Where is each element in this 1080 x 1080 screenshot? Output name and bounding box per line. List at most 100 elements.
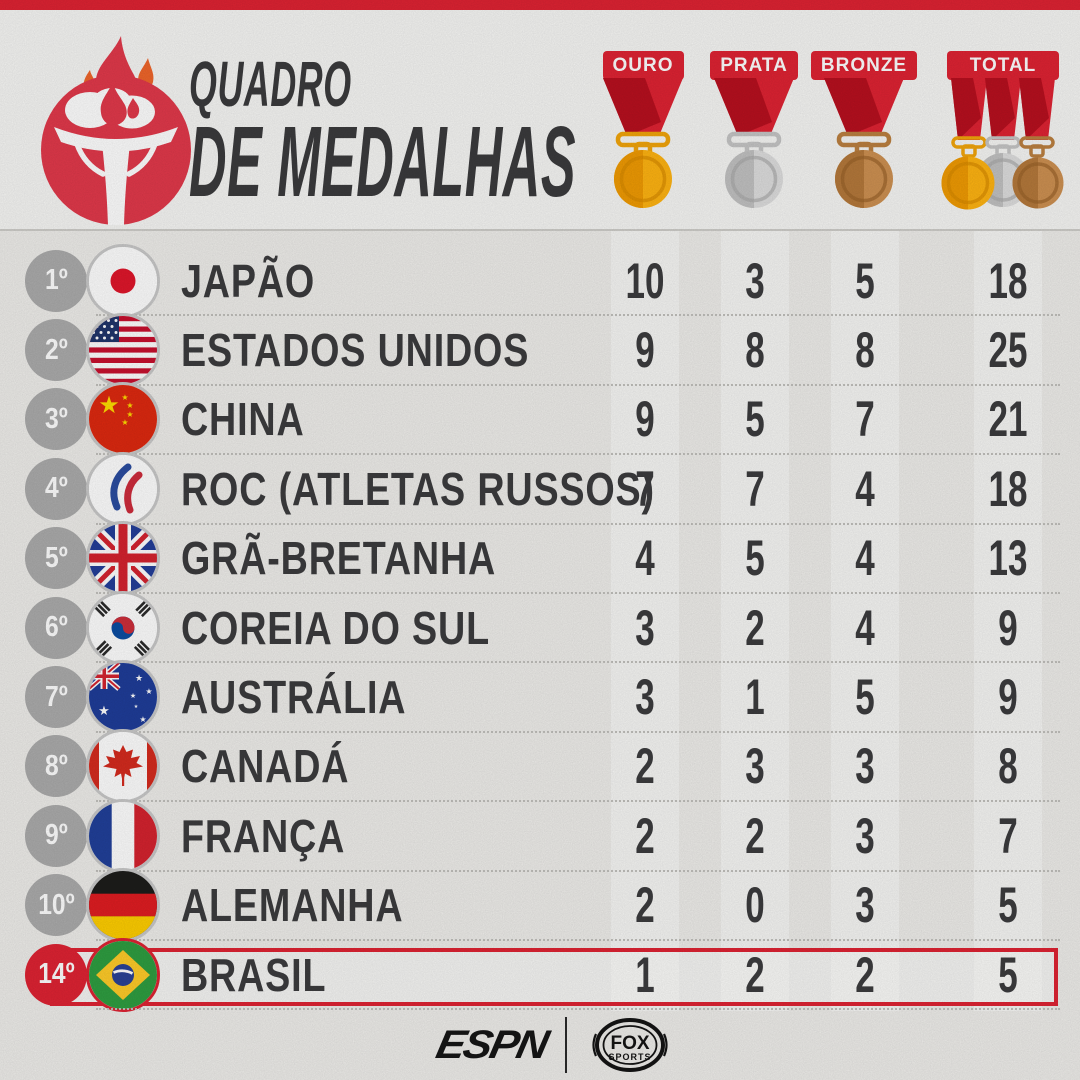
table-row-usa: 2º ESTADOS UNIDOS 9 8 8 25 [0,313,1080,388]
flag-usa-icon [86,313,160,388]
bronze-count: 3 [855,877,875,934]
total-count: 7 [998,807,1018,864]
table-row-south-korea: 6º COREIA DO SUL 3 2 4 9 [0,590,1080,665]
svg-text:FOX: FOX [611,1033,650,1054]
footer: ESPN FOX SPORTS [0,1012,1080,1078]
svg-text:★: ★ [134,704,139,710]
table-row-australia: 7º ★ ★ ★ ★ ★ ★ AUSTRÁLIA 3 1 5 9 [0,660,1080,735]
silver-count: 5 [745,391,765,448]
table-row-france: 9º FRANÇA 2 2 3 7 [0,798,1080,873]
gold-count: 9 [635,391,655,448]
gold-count: 2 [635,877,655,934]
gold-medal-icon [603,78,683,208]
header: QUADRO DE MEDALHAS OURO PRATA BRONZE [0,10,1080,229]
silver-count: 1 [745,669,765,726]
country-name: ESTADOS UNIDOS [181,324,530,377]
rank-badge: 2º [25,319,87,382]
rank-badge: 4º [25,457,87,520]
column-header-gold: OURO [588,51,698,210]
silver-count: 2 [745,807,765,864]
country-name: CHINA [181,393,305,446]
bronze-count: 2 [855,946,875,1003]
rank-badge: 14º [25,943,87,1006]
country-name: AUSTRÁLIA [181,671,407,724]
rank-badge: 1º [25,249,87,312]
gold-count: 9 [635,322,655,379]
top-red-bar [0,0,1080,10]
column-header-total: TOTAL [933,51,1073,214]
silver-column-label: PRATA [710,51,798,80]
rank-badge: 5º [25,527,87,590]
rank-badge: 9º [25,804,87,867]
gold-count: 4 [635,530,655,587]
total-count: 5 [998,946,1018,1003]
svg-text:★: ★ [98,391,120,419]
gold-count: 3 [635,669,655,726]
country-name: ROC (ATLETAS RUSSOS) [181,462,655,515]
total-count: 18 [988,252,1028,309]
total-medals-icon [941,78,1064,210]
country-name: CANADÁ [181,740,350,793]
footer-divider [565,1017,568,1073]
silver-count: 3 [745,252,765,309]
total-count: 5 [998,877,1018,934]
bronze-count: 4 [855,599,875,656]
country-name: BRASIL [181,948,327,1001]
table-row-canada: 8º CANADÁ 2 3 3 8 [0,729,1080,804]
espn-logo: ESPN [431,1022,551,1067]
medal-table: 1º JAPÃO 10 3 5 18 2º ESTADOS UNIDOS 9 8… [0,243,1080,1012]
gold-count: 7 [635,460,655,517]
bronze-count: 7 [855,391,875,448]
column-header-bronze: BRONZE [806,51,922,210]
flag-roc-icon [86,451,160,526]
flag-germany-icon [86,868,160,943]
table-row-roc: 4º ROC (ATLETAS RUSSOS) 7 7 4 18 [0,451,1080,526]
silver-count: 8 [745,322,765,379]
rank-badge: 10º [25,874,87,937]
rank-badge: 8º [25,735,87,798]
silver-count: 2 [745,946,765,1003]
bronze-count: 3 [855,807,875,864]
flag-france-icon [86,798,160,873]
table-row-japan: 1º JAPÃO 10 3 5 18 [0,243,1080,318]
svg-text:★: ★ [126,401,133,410]
gold-count: 2 [635,807,655,864]
svg-text:SPORTS: SPORTS [609,1052,652,1062]
bronze-medal-icon [824,78,904,208]
total-count: 25 [988,322,1028,379]
svg-text:★: ★ [130,692,136,700]
table-row-germany: 10º ALEMANHA 2 0 3 5 [0,868,1080,943]
table-row-china: 3º ★ ★ ★ ★ ★ CHINA 9 5 7 21 [0,382,1080,457]
total-column-label: TOTAL [947,51,1059,80]
country-name: FRANÇA [181,809,346,862]
bronze-count: 5 [855,252,875,309]
svg-text:★: ★ [121,418,128,427]
bronze-count: 8 [855,322,875,379]
table-row-great-britain: 5º GRÃ-BRETANHA 4 5 4 13 [0,521,1080,596]
svg-text:★: ★ [139,715,146,724]
rank-badge: 6º [25,596,87,659]
flag-canada-icon [86,729,160,804]
flag-japan-icon [86,243,160,318]
bronze-count: 3 [855,738,875,795]
fox-sports-logo: FOX SPORTS [592,1018,669,1072]
column-header-silver: PRATA [699,51,809,210]
total-count: 9 [998,599,1018,656]
flag-south-korea-icon [86,590,160,665]
silver-count: 3 [745,738,765,795]
gold-count: 1 [635,946,655,1003]
silver-medal-icon [714,78,794,208]
rank-badge: 7º [25,666,87,729]
bronze-count: 4 [855,460,875,517]
bronze-column-label: BRONZE [810,51,918,80]
bronze-count: 4 [855,530,875,587]
flag-brazil-icon [86,937,160,1012]
svg-text:★: ★ [145,687,152,696]
silver-count: 0 [745,877,765,934]
total-count: 13 [988,530,1028,587]
silver-count: 2 [745,599,765,656]
silver-count: 5 [745,530,765,587]
table-row-brasil: 14º BRASIL 1 2 2 5 [0,937,1080,1012]
silver-count: 7 [745,460,765,517]
country-name: JAPÃO [181,254,316,307]
